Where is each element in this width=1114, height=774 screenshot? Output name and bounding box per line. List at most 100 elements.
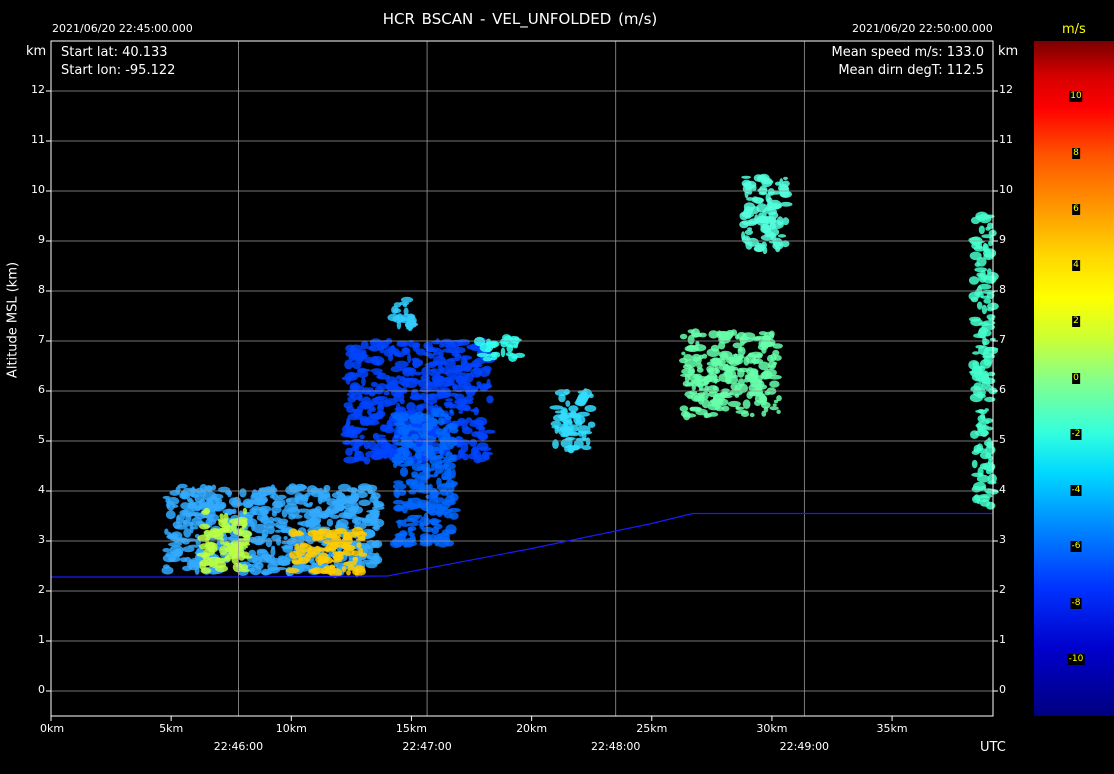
echo-cell [165,551,177,558]
echo-cell [393,422,405,426]
y-unit-right: km [998,44,1019,59]
echo-cell [449,427,459,434]
echo-cell [987,352,993,358]
colorbar-label: 8 [1072,147,1080,159]
echo-cell [407,526,413,534]
echo-cell [746,391,753,400]
x-tick-label-km: 5km [159,722,184,735]
echo-cell [456,439,463,447]
echo-cell [581,445,592,451]
echo-cell [219,513,224,519]
echo-cell [772,349,780,357]
echo-cell [972,351,980,355]
echo-cell [742,399,751,410]
echo-cell [204,544,215,548]
time-tick-label: 22:48:00 [591,740,641,753]
echo-cell [682,364,693,370]
echo-cell [978,494,993,499]
aircraft-altitude-line [51,512,993,578]
mean-direction: Mean dirn degT: 112.5 [838,63,984,78]
colorbar-label: 10 [1069,91,1083,103]
echo-cell [465,417,473,423]
echo-cell [411,433,419,441]
echo-cell [292,514,303,519]
start-lon: Start lon: -95.122 [61,63,176,78]
echo-cell [432,376,442,385]
echo-cell [985,347,999,352]
echo-cell [970,296,979,303]
echo-cell [454,393,465,401]
echo-cell [429,504,443,509]
x-tick-label-km: 0km [40,722,65,735]
echo-cell [218,519,227,528]
echo-cell [383,391,390,396]
echo-cell [767,354,774,363]
echo-cell [351,361,362,369]
echo-cell [767,188,775,196]
echo-cell [445,369,458,377]
info-left: Start lat: 40.133 Start lon: -95.122 [61,44,175,80]
colorbar-label: -8 [1070,597,1082,609]
echo-cell [237,542,251,547]
echo-cell [207,499,212,505]
echo-cell [342,440,352,445]
echo-cell [443,511,454,519]
echo-cell [317,528,332,535]
echo-cell [456,379,468,383]
echo-cell [326,518,334,527]
echo-cell [189,526,199,530]
y-tick-label-right: 1 [999,633,1006,646]
colorbar-label: 6 [1072,203,1080,215]
echo-cell [395,519,407,525]
echo-cell [698,332,707,338]
echo-cell [260,570,273,575]
echo-cell [986,307,995,312]
echo-cell [372,526,379,530]
y-tick-label-left: 8 [38,283,45,296]
echo-cell [983,298,992,304]
x-tick-label-km: 35km [876,722,908,735]
echo-cell [775,246,781,253]
echo-cell [294,492,304,501]
end-time: 2021/06/20 22:50:00.000 [852,22,993,35]
echo-cell [698,394,705,402]
echo-cell [343,561,357,567]
echo-cell [354,439,365,446]
echo-cell [238,510,244,517]
echo-cell [175,515,181,526]
echo-cell [415,502,428,509]
colorbar-label: -2 [1070,428,1082,440]
time-tick-label: 22:46:00 [213,740,264,753]
echo-cell [394,489,401,499]
echo-cell [725,376,732,385]
echo-cell [415,359,424,367]
echo-cell [583,388,588,396]
echo-cell [760,225,771,234]
echo-cell [297,485,308,490]
echo-cell [419,482,425,491]
echo-cell [210,493,224,500]
echo-cell [753,246,765,252]
echo-cell [309,509,321,518]
echo-cell [569,410,577,419]
echo-cell [407,461,414,467]
echo-cell [444,415,452,421]
echo-cell [970,430,979,439]
echo-cell [318,558,326,564]
echo-cell [687,334,695,345]
echo-cell [257,536,262,544]
echo-cell [691,380,702,385]
echo-cell [984,253,992,257]
echo-cell [760,234,775,241]
echo-cell [251,506,261,511]
echo-cell [976,474,990,483]
echo-cell [750,206,760,215]
echo-cell [477,432,489,441]
echo-cell [412,359,418,369]
y-tick-label-left: 4 [38,483,45,496]
echo-cell [477,383,491,390]
start-lat: Start lat: 40.133 [61,45,168,60]
echo-cell [388,353,394,362]
echo-cell [347,396,357,403]
echo-cell [401,317,408,321]
